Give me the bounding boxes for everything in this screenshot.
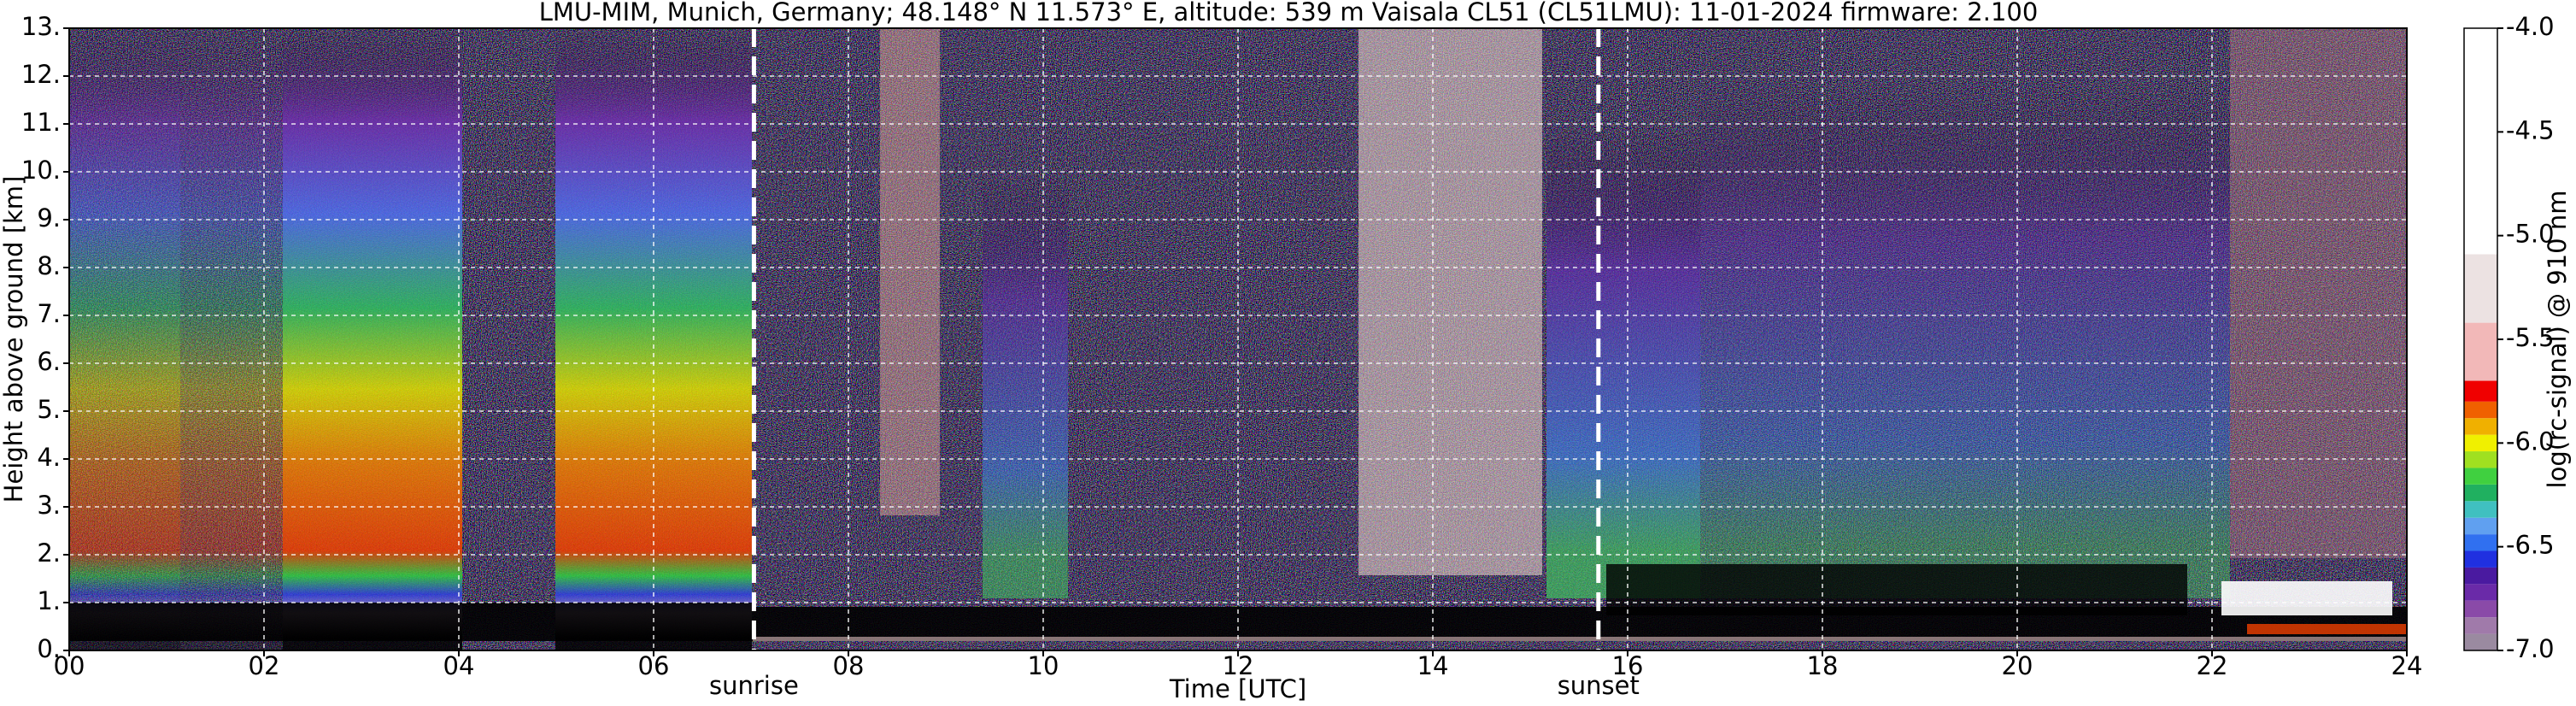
y-tick-label: 9. [37, 203, 61, 232]
y-tick-label: 1. [37, 586, 61, 615]
colorbar-tick-label: -6.0 [2506, 427, 2555, 456]
y-tick-label: 5. [37, 395, 61, 424]
x-tick-label: 04 [443, 651, 475, 680]
x-tick-label: 00 [54, 651, 85, 680]
x-tick-label: 14 [1417, 651, 1449, 680]
y-tick-label: 6. [37, 347, 61, 376]
colorbar-segment [2464, 418, 2497, 435]
colorbar-tick-label: -7.0 [2506, 634, 2555, 663]
y-tick-label: 10. [21, 156, 61, 185]
plot-frame [68, 27, 2408, 651]
colorbar-label: log(rc-signal) @ 910 nm [2543, 191, 2572, 489]
y-tick-label: 11. [21, 108, 61, 137]
colorbar-segment [2464, 380, 2497, 402]
x-axis-label: Time [UTC] [1169, 674, 1306, 703]
colorbar-segment [2464, 468, 2497, 485]
colorbar-segment [2464, 567, 2497, 585]
colorbar-segment [2464, 517, 2497, 535]
x-tick-label: 24 [2391, 651, 2423, 680]
colorbar-segment [2464, 617, 2497, 634]
chart-title: LMU-MIM, Munich, Germany; 48.148° N 11.5… [539, 0, 2039, 26]
colorbar-segment [2464, 584, 2497, 601]
x-tick-label: 12 [1223, 651, 1254, 680]
y-tick-label: 8. [37, 251, 61, 280]
colorbar-segment [2464, 28, 2497, 255]
y-tick-label: 7. [37, 299, 61, 328]
y-tick-label: 2. [37, 538, 61, 568]
colorbar-tick-label: -4.5 [2506, 115, 2555, 144]
colorbar-segment [2464, 484, 2497, 502]
x-tick-label: 08 [833, 651, 865, 680]
colorbar-segment [2464, 451, 2497, 468]
x-tick-label: 06 [638, 651, 670, 680]
colorbar-segment [2464, 501, 2497, 518]
colorbar-segment [2464, 633, 2497, 650]
y-tick-label: 4. [37, 443, 61, 472]
y-tick-label: 3. [37, 491, 61, 520]
x-tick-label: 16 [1612, 651, 1644, 680]
annotation-label: sunrise [709, 671, 799, 700]
colorbar-tick-label: -6.5 [2506, 531, 2555, 560]
colorbar-tick-label: -5.5 [2506, 323, 2555, 352]
colorbar-segment [2464, 550, 2497, 568]
colorbar-segment [2464, 322, 2497, 381]
x-tick-label: 22 [2197, 651, 2228, 680]
x-tick-label: 18 [1807, 651, 1839, 680]
colorbar-tick-label: -4.0 [2506, 12, 2555, 41]
x-tick-label: 10 [1028, 651, 1059, 680]
y-tick-label: 13. [21, 12, 61, 41]
colorbar-tick-label: -5.0 [2506, 220, 2555, 249]
colorbar-segment [2464, 254, 2497, 323]
colorbar-segment [2464, 600, 2497, 618]
y-axis-label: Height above ground [km] [0, 176, 28, 503]
y-tick-label: 12. [21, 60, 61, 89]
x-tick-label: 20 [2002, 651, 2033, 680]
x-tick-label: 02 [249, 651, 280, 680]
annotation-label: sunset [1558, 671, 1640, 700]
y-tick-label: 0. [37, 634, 61, 663]
colorbar-segment [2464, 434, 2497, 452]
colorbar-segment [2464, 534, 2497, 551]
colorbar-segment [2464, 401, 2497, 419]
